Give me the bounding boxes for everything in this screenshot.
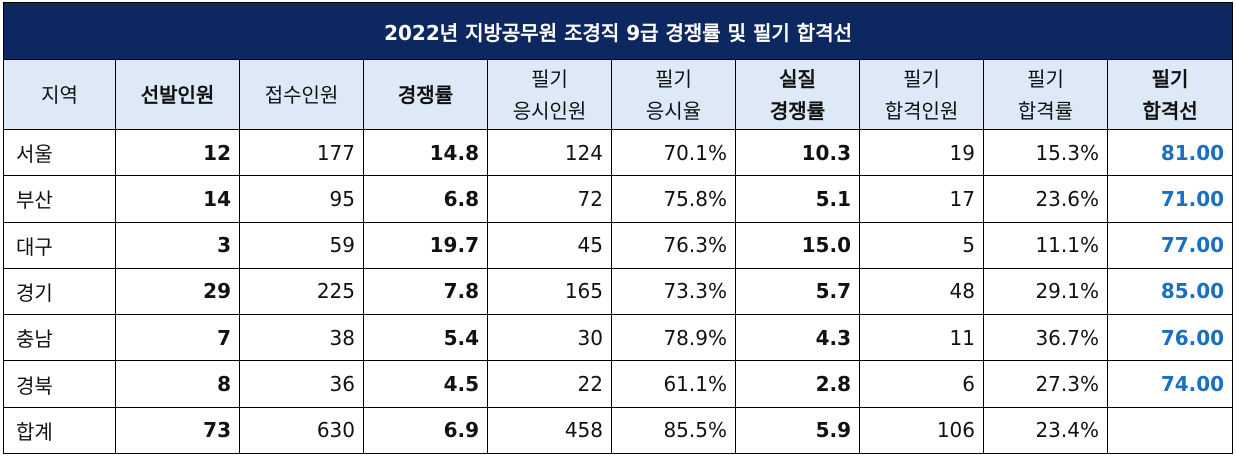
- cell-passers: 6: [859, 360, 984, 408]
- cell-applicants: 225: [239, 267, 364, 316]
- cell-applicants: 177: [239, 128, 364, 177]
- cell-selected: 3: [115, 221, 240, 269]
- cell-exam-rate: 73.3%: [611, 267, 736, 316]
- cell-cutoff: 81.00: [1106, 128, 1234, 177]
- cell-ratio: 7.8: [363, 267, 488, 316]
- table-row: 서울 12 177 14.8 124 70.1% 10.3 19 15.3% 81.00: [3, 128, 1234, 177]
- cell-passers: 48: [859, 267, 984, 316]
- cell-exam-rate: 61.1%: [611, 360, 736, 408]
- cell-applicants: 38: [239, 314, 364, 362]
- cell-real-ratio: 5.7: [735, 267, 860, 316]
- header-cutoff: 필기 합격선: [1106, 59, 1234, 130]
- cell-region: 경기: [3, 267, 116, 316]
- header-row: 지역 선발인원 접수인원 경쟁률 필기 응시인원 필기 응시율 실질 경쟁률 필기 합격…: [3, 59, 1234, 130]
- cell-applicants: 59: [239, 221, 364, 269]
- table-row: 충남 7 38 5.4 30 78.9% 4.3 11 36.7% 76.00: [3, 314, 1234, 362]
- table-row: 경기 29 225 7.8 165 73.3% 5.7 48 29.1% 85.00: [3, 267, 1234, 316]
- cell-real-ratio: 4.3: [735, 314, 860, 362]
- cell-applicants: 95: [239, 175, 364, 223]
- cell-pass-rate: 23.4%: [983, 406, 1108, 455]
- cell-region: 서울: [3, 128, 116, 177]
- cell-exam-takers: 22: [487, 360, 612, 408]
- header-applicants: 접수인원: [239, 59, 364, 130]
- cell-cutoff: 74.00: [1106, 360, 1234, 408]
- cell-passers: 11: [859, 314, 984, 362]
- cell-pass-rate: 27.3%: [983, 360, 1108, 408]
- cell-cutoff: 85.00: [1106, 267, 1234, 316]
- header-exam-takers: 필기 응시인원: [487, 59, 612, 130]
- cell-selected: 7: [115, 314, 240, 362]
- cell-pass-rate: 15.3%: [983, 128, 1108, 177]
- cell-ratio: 6.8: [363, 175, 488, 223]
- cell-real-ratio: 2.8: [735, 360, 860, 408]
- cell-real-ratio: 5.9: [735, 406, 860, 455]
- cell-exam-takers: 458: [487, 406, 612, 455]
- header-region: 지역: [3, 59, 116, 130]
- table-row: 대구 3 59 19.7 45 76.3% 15.0 5 11.1% 77.00: [3, 221, 1234, 269]
- cell-region: 부산: [3, 175, 116, 223]
- cell-region: 합계: [3, 406, 116, 455]
- cell-passers: 5: [859, 221, 984, 269]
- cell-exam-rate: 85.5%: [611, 406, 736, 455]
- cell-selected: 12: [115, 128, 240, 177]
- cell-ratio: 4.5: [363, 360, 488, 408]
- cell-pass-rate: 11.1%: [983, 221, 1108, 269]
- cell-selected: 73: [115, 406, 240, 455]
- cell-exam-takers: 165: [487, 267, 612, 316]
- cell-exam-takers: 124: [487, 128, 612, 177]
- cell-exam-rate: 75.8%: [611, 175, 736, 223]
- cell-ratio: 14.8: [363, 128, 488, 177]
- header-passers: 필기 합격인원: [859, 59, 984, 130]
- cell-ratio: 6.9: [363, 406, 488, 455]
- cell-passers: 19: [859, 128, 984, 177]
- header-selected: 선발인원: [115, 59, 240, 130]
- cell-exam-rate: 78.9%: [611, 314, 736, 362]
- cell-pass-rate: 29.1%: [983, 267, 1108, 316]
- cell-exam-rate: 70.1%: [611, 128, 736, 177]
- cell-real-ratio: 5.1: [735, 175, 860, 223]
- cell-region: 경북: [3, 360, 116, 408]
- header-ratio: 경쟁률: [363, 59, 488, 130]
- table-row: 합계 73 630 6.9 458 85.5% 5.9 106 23.4%: [3, 406, 1234, 455]
- cell-exam-takers: 45: [487, 221, 612, 269]
- cell-ratio: 5.4: [363, 314, 488, 362]
- cell-selected: 8: [115, 360, 240, 408]
- cell-cutoff: 77.00: [1106, 221, 1234, 269]
- table-row: 부산 14 95 6.8 72 75.8% 5.1 17 23.6% 71.00: [3, 175, 1234, 223]
- cell-selected: 14: [115, 175, 240, 223]
- header-exam-rate: 필기 응시율: [611, 59, 736, 130]
- cell-pass-rate: 23.6%: [983, 175, 1108, 223]
- cell-exam-takers: 30: [487, 314, 612, 362]
- header-pass-rate: 필기 합격률: [983, 59, 1108, 130]
- cell-passers: 106: [859, 406, 984, 455]
- cell-applicants: 36: [239, 360, 364, 408]
- header-real-ratio: 실질 경쟁률: [735, 59, 860, 130]
- cell-region: 대구: [3, 221, 116, 269]
- cell-region: 충남: [3, 314, 116, 362]
- cell-selected: 29: [115, 267, 240, 316]
- cell-passers: 17: [859, 175, 984, 223]
- cell-pass-rate: 36.7%: [983, 314, 1108, 362]
- cell-applicants: 630: [239, 406, 364, 455]
- cell-real-ratio: 15.0: [735, 221, 860, 269]
- cell-real-ratio: 10.3: [735, 128, 860, 177]
- cell-cutoff: [1106, 406, 1234, 455]
- table-row: 경북 8 36 4.5 22 61.1% 2.8 6 27.3% 74.00: [3, 360, 1234, 408]
- cell-ratio: 19.7: [363, 221, 488, 269]
- cell-exam-takers: 72: [487, 175, 612, 223]
- cell-cutoff: 71.00: [1106, 175, 1234, 223]
- cell-cutoff: 76.00: [1106, 314, 1234, 362]
- cell-exam-rate: 76.3%: [611, 221, 736, 269]
- table-title: 2022년 지방공무원 조경직 9급 경쟁률 및 필기 합격선: [2, 2, 1234, 60]
